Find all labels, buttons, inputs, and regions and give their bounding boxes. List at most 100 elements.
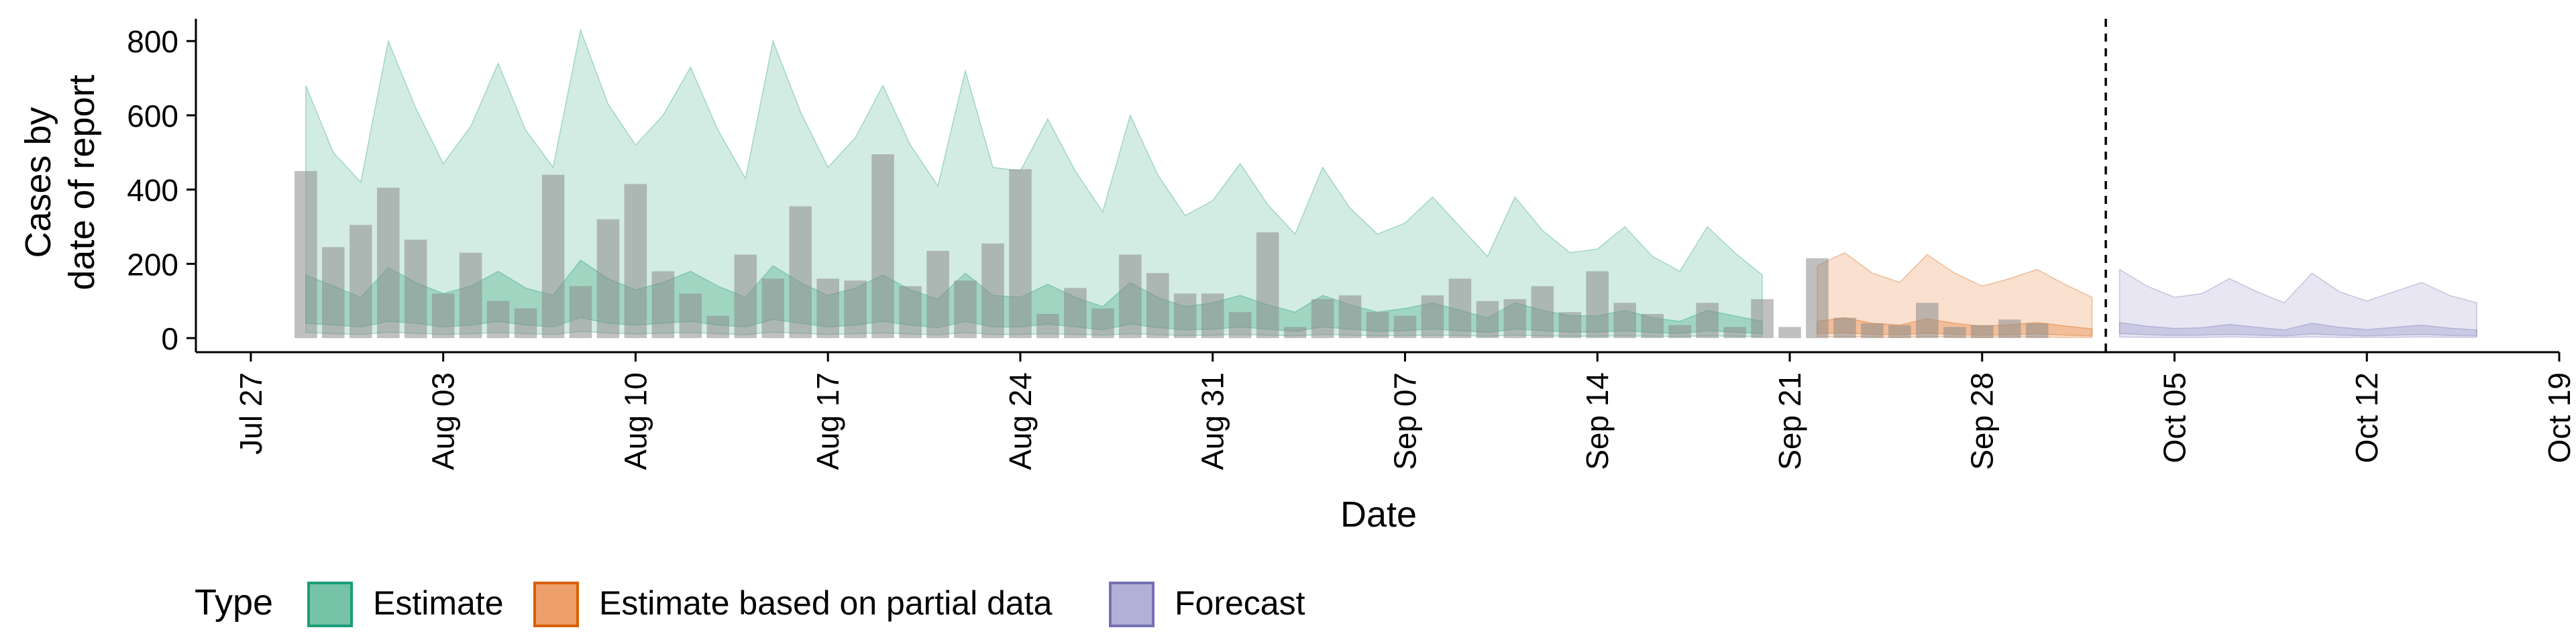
x-ticks: Jul 27 Aug 03 Aug 10 Aug 17 Aug 24 Aug 31 Sep … <box>233 352 2576 470</box>
observed-bar <box>1998 319 2021 338</box>
observed-bar <box>1173 293 1197 338</box>
observed-bar <box>1943 327 1966 338</box>
legend-label-forecast: Forecast <box>1175 584 1305 622</box>
observed-bar <box>1064 288 1087 338</box>
observed-bar <box>1723 327 1746 338</box>
observed-bar <box>1256 232 1279 338</box>
observed-bar <box>1861 323 1884 338</box>
legend-swatch-partial <box>533 582 579 627</box>
observed-bar <box>541 174 565 338</box>
y-tick-label: 600 <box>127 99 178 133</box>
legend: Type Estimate Estimate based on partial … <box>195 582 1305 627</box>
observed-bar <box>816 278 839 338</box>
y-tick-label: 800 <box>127 24 178 59</box>
forecast-inner-ribbon <box>2118 321 2477 337</box>
observed-bar <box>1091 308 1114 338</box>
observed-bar <box>1283 327 1307 338</box>
observed-bar <box>1036 314 1059 338</box>
observed-bar <box>1476 301 1499 338</box>
observed-bar <box>679 293 702 338</box>
legend-swatch-estimate <box>307 582 353 627</box>
observed-bar <box>1916 303 1939 338</box>
observed-bar <box>1338 295 1362 338</box>
forecast-outer-ribbon <box>2118 268 2477 338</box>
x-axis: Jul 27 Aug 03 Aug 10 Aug 17 Aug 24 Aug 31 Sep … <box>196 351 2576 535</box>
observed-bar <box>569 286 592 338</box>
observed-bar <box>899 286 922 338</box>
observed-bar <box>1119 254 1142 338</box>
observed-bars-layer <box>294 154 2049 338</box>
legend-label-partial: Estimate based on partial data <box>599 584 1053 622</box>
observed-bar <box>651 271 675 338</box>
x-tick-label: Aug 10 <box>618 372 653 470</box>
observed-bar <box>1009 169 1032 338</box>
x-tick-label: Sep 07 <box>1388 372 1423 470</box>
observed-bar <box>1503 299 1527 338</box>
observed-bar <box>871 154 894 338</box>
y-axis-title-line-1: Cases by <box>18 107 58 258</box>
y-tick-label: 0 <box>161 321 178 356</box>
observed-bar <box>734 254 757 338</box>
y-axis-title-line-2: date of report <box>62 74 102 290</box>
y-axis: 0 200 400 600 800 Cases by date of report <box>18 19 197 356</box>
observed-bar <box>514 308 537 338</box>
y-tick-label: 200 <box>127 247 178 282</box>
observed-bar <box>1833 317 1856 338</box>
x-tick-label: Sep 28 <box>1965 372 2000 470</box>
observed-bar <box>624 184 647 338</box>
legend-label-estimate: Estimate <box>373 584 504 622</box>
observed-bar <box>789 206 812 338</box>
observed-bar <box>1778 327 1801 338</box>
observed-bar <box>2025 323 2049 338</box>
observed-bar <box>404 239 427 338</box>
observed-bar <box>761 278 785 338</box>
x-tick-label: Jul 27 <box>233 372 268 455</box>
observed-bar <box>954 280 977 338</box>
observed-bar <box>1146 273 1169 338</box>
observed-bar <box>1531 286 1554 338</box>
x-tick-label: Aug 03 <box>426 372 461 470</box>
y-tick-label: 400 <box>127 173 178 208</box>
x-tick-label: Aug 31 <box>1195 372 1230 470</box>
x-tick-label: Sep 14 <box>1580 372 1615 470</box>
x-tick-label: Sep 21 <box>1772 372 1807 470</box>
observed-bar <box>431 293 455 338</box>
x-tick-label: Oct 05 <box>2157 372 2192 464</box>
observed-bar <box>322 247 345 338</box>
observed-bar <box>1970 325 1994 338</box>
observed-bar <box>1366 312 1389 338</box>
x-tick-label: Aug 17 <box>810 372 845 470</box>
observed-bar <box>350 225 372 338</box>
observed-bar <box>596 219 620 338</box>
observed-bar <box>1696 303 1719 338</box>
legend-title: Type <box>195 582 273 623</box>
observed-bar <box>844 280 867 338</box>
observed-bar <box>1613 303 1636 338</box>
x-tick-label: Oct 19 <box>2542 372 2576 464</box>
observed-bar <box>1311 299 1334 338</box>
observed-bar <box>1806 258 1829 338</box>
observed-bar <box>1888 325 1911 338</box>
observed-bar <box>1751 299 1774 338</box>
observed-bar <box>706 315 730 338</box>
observed-bar <box>294 170 317 338</box>
observed-bar <box>1201 293 1224 338</box>
observed-bar <box>377 187 400 338</box>
legend-swatch-forecast <box>1109 582 1155 627</box>
x-axis-title: Date <box>1340 494 1417 535</box>
observed-bar <box>981 243 1004 338</box>
observed-bar <box>1586 271 1609 338</box>
x-tick-label: Aug 24 <box>1003 372 1038 470</box>
observed-bar <box>1228 312 1252 338</box>
observed-bar <box>1448 278 1472 338</box>
ribbon-layer <box>305 28 2477 338</box>
observed-bar <box>1668 325 1691 338</box>
observed-bar <box>926 250 949 338</box>
observed-bar <box>1641 314 1664 338</box>
x-tick-label: Oct 12 <box>2349 372 2384 464</box>
y-ticks: 0 200 400 600 800 <box>127 24 196 356</box>
observed-bar <box>1558 312 1582 338</box>
observed-bar <box>1421 295 1444 338</box>
observed-bar <box>486 301 510 338</box>
